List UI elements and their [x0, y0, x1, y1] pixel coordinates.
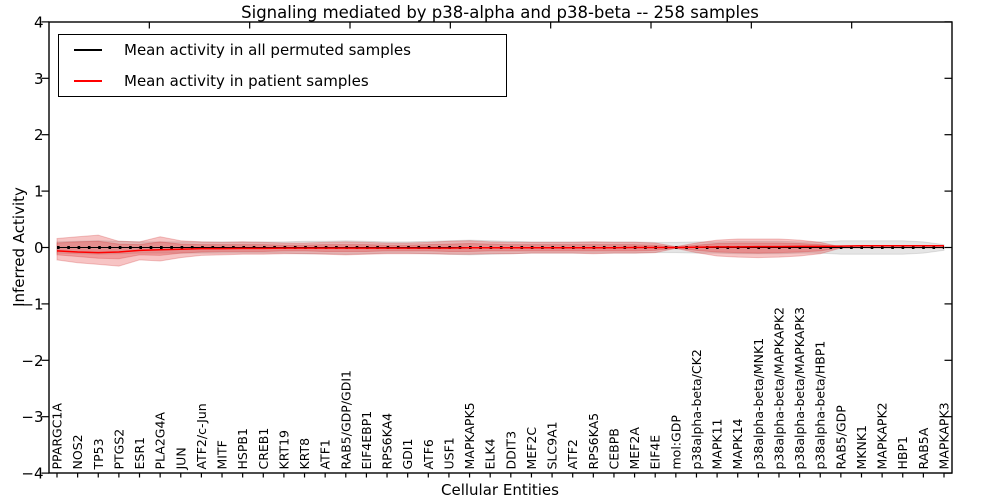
y-tick-label: −3: [21, 408, 43, 426]
x-category-label: USF1: [441, 437, 456, 469]
x-category-label: PLA2G4A: [153, 412, 168, 470]
y-tick-label: −2: [21, 352, 43, 370]
x-category-label: GDI1: [400, 439, 415, 470]
x-category-label: ATF6: [421, 439, 436, 469]
series-line-patient-mean: [56, 245, 944, 254]
y-tick-label: 4: [34, 13, 44, 31]
x-category-label: HSPB1: [235, 428, 250, 469]
legend-label: Mean activity in all permuted samples: [124, 41, 411, 60]
x-category-label: RAB5/GDP: [833, 405, 848, 470]
x-category-label: MAPK11: [710, 419, 725, 470]
x-category-label: ELK4: [483, 438, 498, 469]
x-category-label: EIF4EBP1: [359, 411, 374, 470]
y-tick-label: −4: [21, 465, 43, 483]
legend: Mean activity in all permuted samples Me…: [58, 34, 507, 97]
x-category-label: TP53: [91, 438, 106, 470]
x-category-label: CEBPB: [606, 428, 621, 469]
x-category-label: PPARGC1A: [50, 403, 65, 470]
x-category-label: ESR1: [132, 437, 147, 469]
x-category-label: RPS6KA5: [586, 413, 601, 470]
x-category-label: MEF2A: [627, 427, 642, 470]
x-category-label: PTGS2: [111, 429, 126, 470]
x-category-label: MAPKAPK3: [937, 402, 952, 469]
x-category-label: SLC9A1: [545, 421, 560, 469]
x-category-label: RAB5/GDP/GDI1: [338, 370, 353, 469]
x-category-label: MEF2C: [524, 427, 539, 470]
x-category-label: ATF2: [565, 439, 580, 469]
y-tick-label: −1: [21, 295, 43, 313]
x-category-label: MAPKAPK2: [875, 402, 890, 469]
legend-label: Mean activity in patient samples: [124, 71, 369, 90]
x-category-label: p38alpha-beta/MAPKAPK3: [792, 307, 807, 470]
x-category-label: EIF4E: [648, 435, 663, 470]
x-category-label: MAPKAPK5: [462, 402, 477, 469]
x-category-label: p38alpha-beta/HBP1: [813, 341, 828, 470]
x-category-label: CREB1: [256, 428, 271, 470]
legend-item-patient: Mean activity in patient samples: [59, 66, 506, 97]
legend-line-sample-red: [74, 79, 102, 82]
y-tick-label: 3: [34, 70, 44, 88]
x-category-label: DDIT3: [503, 431, 518, 470]
x-category-label: p38alpha-beta/MAPKAPK2: [771, 307, 786, 470]
legend-line-sample-black: [74, 49, 102, 52]
x-category-label: KRT8: [297, 438, 312, 470]
y-tick-label: 2: [34, 126, 44, 144]
x-category-label: RPS6KA4: [380, 413, 395, 470]
x-category-label: MAPK14: [730, 418, 745, 469]
x-category-label: ATF2/c-Jun: [194, 403, 209, 469]
x-category-label: MITF: [215, 440, 230, 469]
x-category-label: MKNK1: [854, 425, 869, 469]
x-category-label: HBP1: [895, 436, 910, 469]
y-tick-label: 1: [34, 183, 44, 201]
x-category-label: p38alpha-beta/MNK1: [751, 338, 766, 470]
x-category-label: ATF1: [318, 439, 333, 469]
x-category-label: KRT19: [276, 430, 291, 470]
x-category-label: RAB5A: [916, 427, 931, 469]
x-axis-label: Cellular Entities: [441, 481, 559, 499]
x-category-label: mol:GDP: [668, 415, 683, 470]
chart-title: Signaling mediated by p38-alpha and p38-…: [241, 3, 759, 22]
legend-item-permuted: Mean activity in all permuted samples: [59, 35, 506, 66]
x-category-label: p38alpha-beta/CK2: [689, 349, 704, 469]
x-category-label: JUN: [173, 447, 188, 470]
y-tick-label: 0: [34, 239, 44, 257]
y-axis-label: Inferred Activity: [10, 187, 28, 307]
x-category-label: NOS2: [70, 434, 85, 469]
